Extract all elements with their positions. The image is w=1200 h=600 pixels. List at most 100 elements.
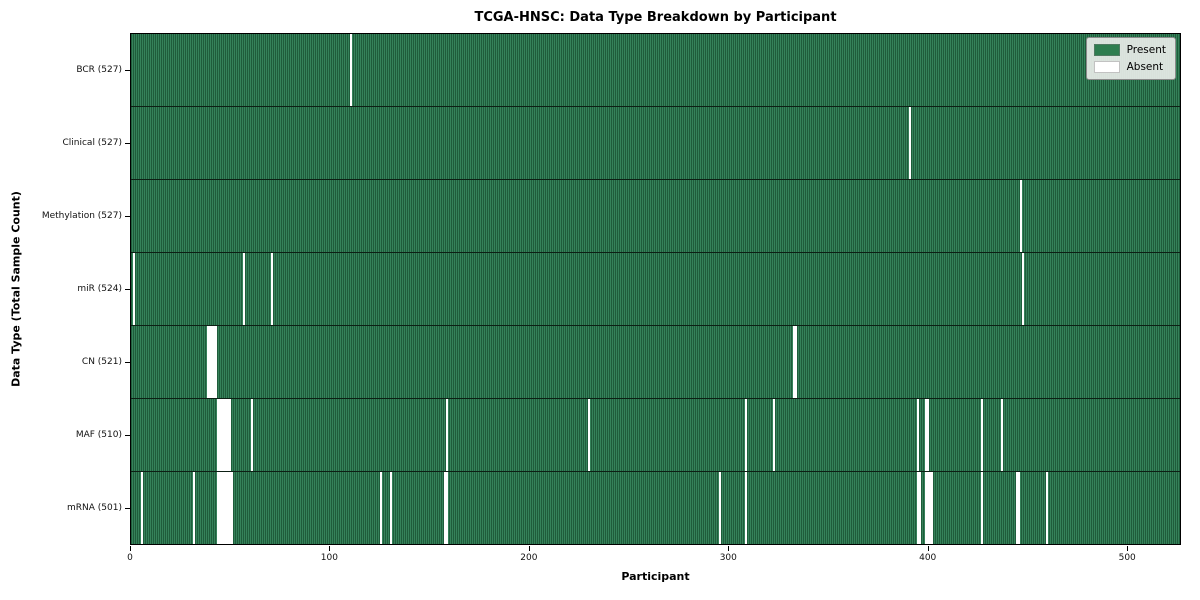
y-tick-mark	[125, 362, 130, 364]
y-tick-mark	[125, 69, 130, 71]
absent-gap	[745, 399, 748, 471]
absent-gap	[140, 472, 143, 544]
row-label: miR (524)	[77, 284, 122, 294]
absent-gap	[926, 399, 929, 471]
absent-gap	[224, 399, 227, 471]
legend: Present Absent	[1085, 37, 1176, 80]
absent-gap	[745, 472, 748, 544]
absent-gap	[132, 253, 135, 325]
heatmap-row-mrna	[131, 471, 1180, 544]
absent-gap	[226, 399, 229, 471]
absent-gap	[1018, 472, 1021, 544]
x-tick-mark	[927, 546, 929, 551]
x-tick-label: 100	[320, 553, 338, 563]
legend-entry-absent: Absent	[1093, 61, 1166, 73]
absent-gap	[192, 472, 195, 544]
y-tick-mark	[125, 142, 130, 144]
absent-gap	[220, 472, 223, 544]
heatmap-row-mir	[131, 252, 1180, 325]
absent-gap	[773, 399, 776, 471]
absent-gap	[224, 472, 227, 544]
row-label: MAF (510)	[75, 430, 122, 441]
x-tick-label: 400	[919, 553, 937, 563]
absent-gap	[218, 472, 221, 544]
absent-gap	[719, 472, 722, 544]
row-label: BCR (527)	[76, 64, 122, 75]
y-tick-mark	[125, 289, 130, 290]
heatmap-row-methylation	[131, 179, 1180, 252]
chart-title: TCGA-HNSC: Data Type Breakdown by Partic…	[474, 10, 837, 25]
heatmap-plot	[130, 33, 1181, 545]
y-tick-mark	[125, 508, 130, 510]
heatmap-row-bcr	[131, 34, 1180, 106]
x-tick-mark	[528, 546, 530, 551]
absent-gap	[1000, 399, 1003, 471]
absent-gap	[270, 253, 273, 325]
absent-gap	[930, 472, 933, 544]
row-label: Methylation (527)	[41, 210, 122, 221]
absent-gap	[380, 472, 383, 544]
absent-gap	[228, 399, 231, 471]
absent-gap	[444, 472, 447, 544]
absent-gap	[980, 472, 983, 544]
absent-gap	[916, 472, 919, 544]
absent-gap	[793, 326, 796, 398]
absent-gap	[228, 472, 231, 544]
x-tick-label: 200	[520, 553, 538, 563]
x-axis-label: Participant	[621, 570, 690, 583]
absent-gap	[222, 399, 225, 471]
absent-gap	[216, 399, 219, 471]
absent-gap	[250, 399, 253, 471]
absent-gap	[1020, 180, 1023, 252]
legend-label-present: Present	[1126, 44, 1166, 56]
absent-gap	[1046, 472, 1049, 544]
absent-gap	[446, 399, 449, 471]
row-label: CN (521)	[81, 357, 122, 368]
absent-gap	[226, 472, 229, 544]
legend-entry-present: Present	[1093, 44, 1166, 56]
absent-gap	[242, 253, 245, 325]
absent-gap	[206, 326, 209, 398]
absent-gap	[208, 326, 211, 398]
absent-gap	[210, 326, 213, 398]
absent-gap	[350, 34, 353, 106]
absent-gap	[216, 472, 219, 544]
row-label: mRNA (501)	[67, 503, 122, 514]
x-tick-label: 300	[719, 553, 737, 563]
heatmap-row-maf	[131, 398, 1180, 471]
absent-gap	[928, 472, 931, 544]
absent-gap	[924, 472, 927, 544]
absent-gap	[587, 399, 590, 471]
absent-gap	[916, 399, 919, 471]
legend-label-absent: Absent	[1126, 61, 1164, 73]
row-label: Clinical (527)	[62, 137, 122, 148]
x-tick-mark	[329, 546, 331, 551]
absent-gap	[220, 399, 223, 471]
absent-gap	[446, 472, 449, 544]
heatmap-row-clinical	[131, 106, 1180, 179]
x-tick-mark	[1127, 546, 1129, 551]
absent-gap	[918, 472, 921, 544]
y-tick-mark	[125, 435, 130, 437]
absent-gap	[924, 399, 927, 471]
y-tick-mark	[125, 215, 130, 217]
absent-gap	[222, 472, 225, 544]
heatmap-row-cn	[131, 325, 1180, 398]
y-axis-label: Data Type (Total Sample Count)	[9, 191, 23, 387]
absent-gap	[926, 472, 929, 544]
present-swatch	[1093, 44, 1120, 56]
absent-gap	[908, 107, 911, 179]
absent-gap	[1016, 472, 1019, 544]
absent-swatch	[1093, 61, 1120, 73]
absent-gap	[212, 326, 215, 398]
absent-gap	[1022, 253, 1025, 325]
x-tick-label: 500	[1118, 553, 1136, 563]
absent-gap	[230, 472, 233, 544]
x-tick-mark	[728, 546, 730, 551]
absent-gap	[214, 326, 217, 398]
x-tick-mark	[130, 546, 131, 551]
absent-gap	[980, 399, 983, 471]
x-tick-label: 0	[127, 553, 133, 563]
absent-gap	[390, 472, 393, 544]
